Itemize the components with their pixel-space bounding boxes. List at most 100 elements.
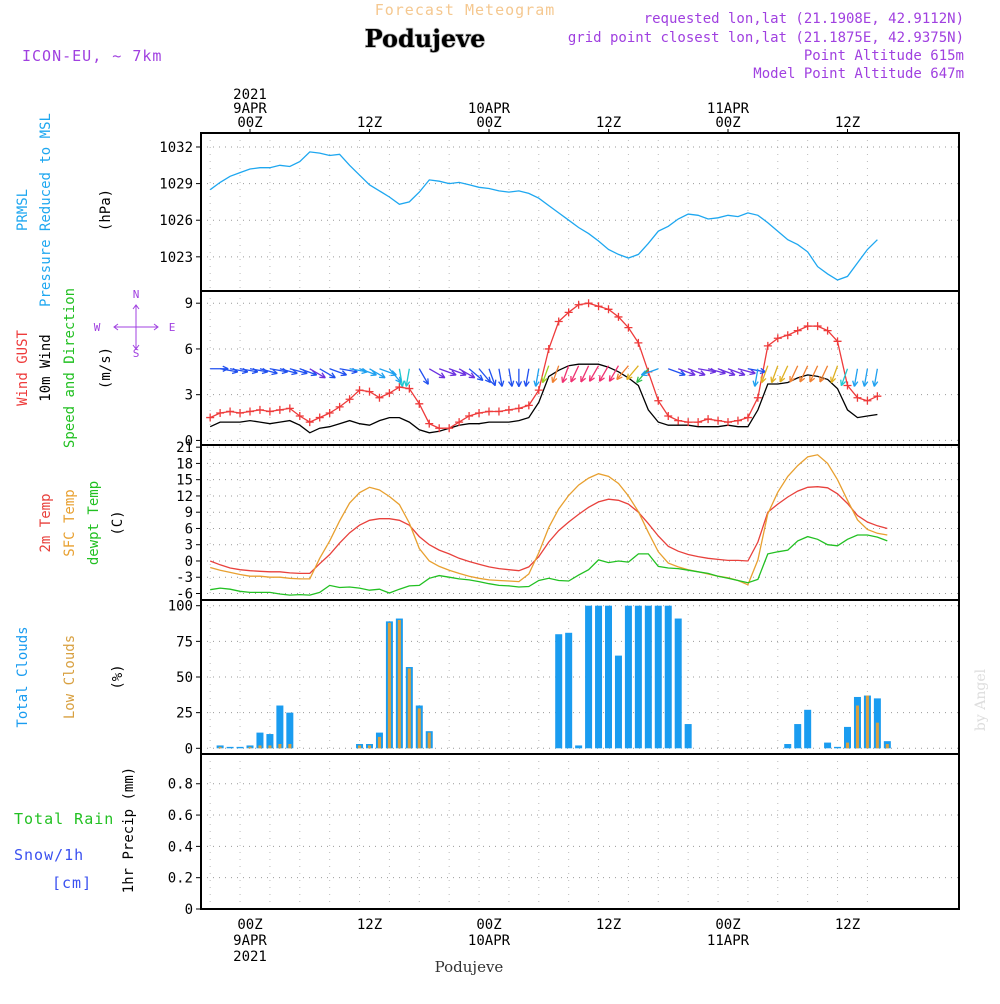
total-cloud-bar [654,605,662,749]
y-tick-label: 0 [185,741,193,757]
gust-marker [305,418,314,427]
wind-direction-arrow [809,365,819,383]
gust-marker [614,312,623,321]
wind-direction-arrow [388,368,402,383]
wind-direction-arrow [641,368,659,376]
y-tick-label: 18 [176,456,193,472]
wind-direction-arrow [698,368,716,373]
temp-line-1 [210,454,888,586]
gust-marker [664,412,673,421]
total-cloud-bar [684,724,692,749]
wind-arrow-head [551,376,558,384]
gust-marker [733,416,742,425]
wind-arrow-head [852,380,859,387]
y-tick-label: 1029 [159,177,193,193]
gust-marker [445,424,454,433]
total-cloud-bar [784,744,792,749]
total-cloud-bar [226,746,234,749]
gust-marker [684,418,693,427]
wind-direction-arrow [468,368,484,381]
wind-direction-arrow [626,365,639,380]
total-cloud-bar [834,746,842,749]
wind-direction-arrow [229,368,248,373]
wind-direction-arrow [727,368,746,376]
gust-marker [594,302,603,311]
gust-marker [226,407,235,416]
bottom-time-label: 2021 [233,949,267,965]
wind-direction-arrow [309,368,326,379]
wind-arrow-head [779,376,786,383]
gust-marker [544,344,553,353]
gust-marker [494,407,503,416]
wind-direction-arrow [405,368,410,387]
gust-marker [634,338,643,347]
panel-1: 0 3 6 9 N S W E [94,288,960,449]
gust-marker [415,399,424,408]
wind-direction-arrow [580,365,590,383]
y-tick-label: 9 [185,505,193,521]
wind-speed-line [209,363,878,434]
bottom-time-label: 00Z [476,917,501,933]
wind-direction-arrow [717,368,736,376]
temp-line-0 [209,486,888,575]
bottom-time-label: 00Z [237,917,262,933]
total-cloud-bar [844,726,851,749]
top-time-label: 00Z [476,115,501,131]
wind-arrow-head [422,378,429,385]
y-tick-label: 0.8 [168,777,193,793]
gust-marker [524,401,533,410]
gust-marker [325,408,334,417]
low-cloud-bar [427,732,431,749]
gust-marker [863,396,872,405]
wind-direction-arrow [737,368,756,375]
bottom-time-label: 11APR [707,933,750,949]
compass-w: W [94,321,101,334]
wind-arrow-head [636,376,643,384]
wind-gust-line [209,302,878,429]
gust-marker [554,317,563,326]
wind-direction-arrow [508,368,513,387]
wind-direction-arrow [438,368,457,376]
wind-arrow-head [799,376,806,383]
compass-n: N [133,288,140,301]
low-cloud-bar [846,742,849,749]
gust-marker [504,405,513,414]
gust-marker [584,299,593,308]
y-tick-label: 1023 [159,250,193,266]
wind-direction-arrow [840,368,849,386]
wind-arrow-head [819,376,826,383]
wind-direction-arrow [830,365,839,383]
wind-arrow-head [468,372,476,379]
top-time-label: 12Z [835,115,860,131]
model-name: ICON-EU, ~ 7km [22,47,162,65]
wind-direction-arrow [779,365,789,383]
y-tick-label: 21 [176,440,193,456]
total-cloud-bar [585,605,593,749]
wind-arrow-head [679,370,686,377]
panel-label-pressure-1: Pressure Reduced to MSL [38,113,54,307]
low-cloud-bar [268,745,272,749]
gust-marker [624,323,633,332]
wind-direction-arrow [525,368,530,387]
panel-label-clouds-0: Total Clouds [15,626,31,727]
wind-direction-arrow [668,368,686,376]
wind-direction-arrow [269,368,288,373]
total-cloud-bar [794,724,802,749]
snow-unit-label: [cm] [52,874,92,892]
gust-marker [803,322,812,331]
wind-arrow-head [640,370,648,377]
gust-marker [355,386,364,395]
low-cloud-bar [218,746,222,749]
wind-direction-arrow [359,368,377,376]
y-tick-label: 0 [185,554,193,570]
panel-4: 0 0.2 0.4 0.6 0.8 [168,753,960,918]
panel-label-wind-0: Wind GUST [15,330,31,406]
top-time-label: 10APR [468,101,511,117]
wind-direction-arrow [873,368,879,387]
y-tick-label: 0.2 [168,871,193,887]
compass-s: S [133,347,140,360]
total-cloud-bar [644,605,652,749]
wind-direction-arrow [616,365,629,380]
